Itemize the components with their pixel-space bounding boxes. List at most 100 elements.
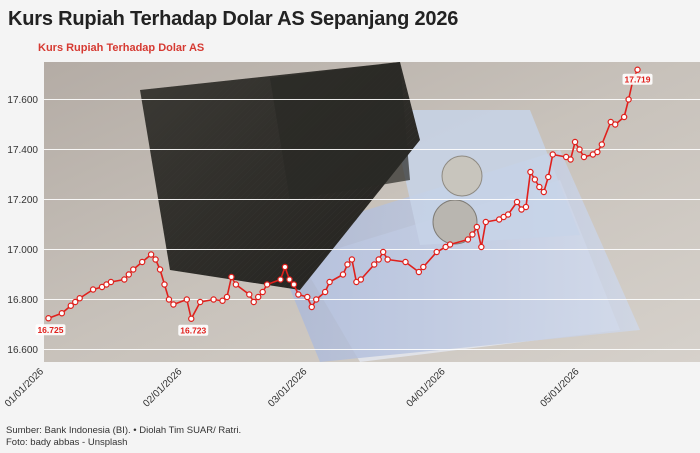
data-point xyxy=(125,271,132,278)
data-point xyxy=(263,281,271,288)
data-point xyxy=(246,291,253,298)
data-point xyxy=(76,295,83,302)
data-point xyxy=(223,293,231,301)
x-tick-label: 05/01/2026 xyxy=(538,366,581,409)
data-point xyxy=(228,273,235,281)
data-point xyxy=(625,96,632,103)
data-label-bg xyxy=(178,324,209,336)
data-point xyxy=(308,303,315,311)
source-note: Sumber: Bank Indonesia (BI). • Diolah Ti… xyxy=(6,425,242,436)
data-point xyxy=(473,223,481,231)
data-point xyxy=(620,113,628,121)
series-rupiah xyxy=(45,66,641,322)
annotations: 16.725 16.723 17.719 xyxy=(35,73,653,336)
data-point xyxy=(321,288,329,296)
data-point xyxy=(580,153,588,161)
data-point xyxy=(67,302,74,309)
data-point xyxy=(536,183,543,191)
x-axis: 01/01/2026 02/01/2026 03/01/2026 04/01/2026… xyxy=(3,366,582,409)
data-point xyxy=(250,298,257,306)
data-point xyxy=(464,236,472,243)
data-point xyxy=(313,296,320,303)
data-point xyxy=(196,298,204,306)
data-point xyxy=(545,173,552,181)
data-point xyxy=(219,297,226,304)
data-point xyxy=(183,296,191,303)
data-point xyxy=(286,276,293,283)
footer: Sumber: Bank Indonesia (BI). • Diolah Ti… xyxy=(6,425,241,449)
data-label: 17.719 xyxy=(625,74,651,84)
data-point xyxy=(379,248,387,256)
data-point xyxy=(571,138,579,146)
data-point xyxy=(634,66,641,73)
data-point xyxy=(469,231,476,238)
data-point xyxy=(612,121,619,128)
data-point xyxy=(339,271,347,278)
data-point xyxy=(138,258,146,266)
data-point xyxy=(478,243,485,251)
data-point xyxy=(357,276,365,283)
data-point xyxy=(295,291,302,298)
data-point xyxy=(540,188,548,196)
data-point xyxy=(290,281,298,288)
data-point xyxy=(415,268,423,276)
data-point xyxy=(232,281,240,288)
data-point xyxy=(504,211,512,218)
data-point xyxy=(165,296,173,303)
data-point xyxy=(72,298,79,306)
chart-subtitle: Kurs Rupiah Terhadap Dolar AS xyxy=(38,42,205,54)
data-point xyxy=(371,261,378,268)
data-point xyxy=(259,288,266,296)
data-point xyxy=(513,198,521,206)
data-point xyxy=(188,315,195,322)
y-tick-label: 17.600 xyxy=(7,95,38,106)
y-tick-label: 17.000 xyxy=(7,245,38,256)
data-point xyxy=(549,151,556,158)
data-point xyxy=(402,258,409,266)
x-tick-label: 02/01/2026 xyxy=(141,366,184,409)
data-point xyxy=(281,263,289,271)
y-gridlines xyxy=(44,99,700,350)
page-title: Kurs Rupiah Terhadap Dolar AS Sepanjang … xyxy=(8,8,459,30)
data-point xyxy=(531,176,539,183)
background-photo xyxy=(44,62,700,362)
data-point xyxy=(344,261,351,268)
y-tick-label: 17.200 xyxy=(7,195,38,206)
data-point xyxy=(598,141,606,148)
data-point xyxy=(527,168,534,176)
y-tick-label: 16.800 xyxy=(7,295,38,306)
data-point xyxy=(156,266,164,273)
data-point xyxy=(304,293,311,301)
data-point xyxy=(384,256,391,263)
data-point xyxy=(89,286,97,293)
y-axis: 16.600 16.800 17.000 17.200 17.400 17.600 xyxy=(7,95,38,356)
y-tick-label: 17.400 xyxy=(7,145,38,156)
data-label: 16.723 xyxy=(180,325,206,335)
data-label-bg xyxy=(622,73,653,85)
y-tick-label: 16.600 xyxy=(7,345,38,356)
data-point xyxy=(567,156,574,163)
data-point xyxy=(45,315,52,322)
data-point xyxy=(576,146,583,153)
data-point xyxy=(121,276,128,283)
x-tick-label: 03/01/2026 xyxy=(266,366,309,409)
x-tick-label: 01/01/2026 xyxy=(3,366,46,409)
data-point xyxy=(152,256,159,263)
data-point xyxy=(161,281,168,288)
data-point xyxy=(326,278,333,286)
data-point xyxy=(420,263,427,271)
data-point xyxy=(446,241,454,248)
data-point xyxy=(433,248,440,256)
data-label: 16.725 xyxy=(37,325,63,335)
data-point xyxy=(130,266,137,273)
photo-credit: Foto: bady abbas - Unsplash xyxy=(6,437,128,448)
data-point xyxy=(210,296,217,303)
series-line xyxy=(48,69,639,320)
data-point xyxy=(594,148,601,156)
data-point xyxy=(58,310,66,317)
data-point xyxy=(348,256,356,263)
x-tick-label: 04/01/2026 xyxy=(405,366,448,409)
data-point xyxy=(277,276,284,283)
data-point xyxy=(375,256,382,263)
